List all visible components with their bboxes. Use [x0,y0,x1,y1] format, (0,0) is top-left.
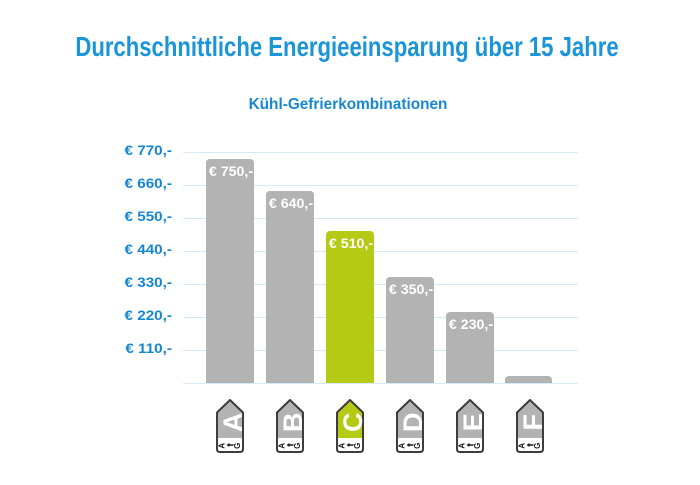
svg-text:G: G [233,443,242,449]
svg-text:G: G [473,443,482,449]
svg-text:G: G [293,443,302,449]
svg-text:A: A [518,443,527,449]
svg-text:A: A [398,443,407,449]
svg-text:A: A [218,413,244,433]
svg-text:G: G [353,443,362,449]
svg-text:A: A [278,443,287,449]
svg-text:D: D [398,413,424,433]
svg-text:E: E [458,413,484,431]
svg-text:A: A [218,443,227,449]
svg-text:F: F [518,414,544,431]
svg-text:G: G [413,443,422,449]
svg-text:B: B [278,413,304,433]
svg-text:C: C [338,413,364,433]
svg-text:A: A [458,443,467,449]
svg-text:A: A [338,443,347,449]
svg-text:G: G [533,443,542,449]
